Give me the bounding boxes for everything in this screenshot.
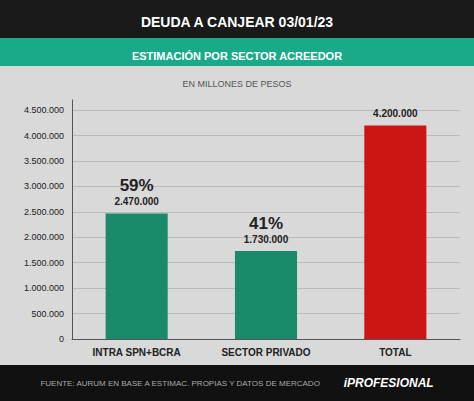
svg-text:DEUDA A CANJEAR 03/01/23: DEUDA A CANJEAR 03/01/23	[141, 14, 333, 30]
svg-text:3.000.000: 3.000.000	[24, 181, 64, 191]
svg-text:INTRA SPN+BCRA: INTRA SPN+BCRA	[93, 347, 181, 358]
svg-text:59%: 59%	[120, 176, 154, 195]
svg-text:2.500.000: 2.500.000	[24, 207, 64, 217]
svg-text:EN MILLONES DE PESOS: EN MILLONES DE PESOS	[182, 79, 291, 89]
svg-text:4.000.000: 4.000.000	[24, 131, 64, 141]
svg-text:4.500.000: 4.500.000	[24, 105, 64, 115]
svg-text:500.000: 500.000	[31, 309, 64, 319]
svg-text:TOTAL: TOTAL	[379, 347, 411, 358]
svg-text:4.200.000: 4.200.000	[373, 108, 418, 119]
svg-text:0: 0	[59, 334, 64, 344]
svg-text:FUENTE: AURUM EN BASE A ESTIMA: FUENTE: AURUM EN BASE A ESTIMAC. PROPIAS…	[40, 379, 319, 388]
svg-text:SECTOR PRIVADO: SECTOR PRIVADO	[221, 347, 310, 358]
svg-text:41%: 41%	[249, 214, 283, 233]
svg-text:3.500.000: 3.500.000	[24, 156, 64, 166]
svg-text:2.470.000: 2.470.000	[114, 196, 159, 207]
svg-text:1.500.000: 1.500.000	[24, 258, 64, 268]
svg-text:2.000.000: 2.000.000	[24, 232, 64, 242]
svg-text:1.730.000: 1.730.000	[244, 234, 289, 245]
svg-text:iPROFESIONAL: iPROFESIONAL	[344, 376, 434, 390]
svg-text:ESTIMACIÓN POR SECTOR ACREEDOR: ESTIMACIÓN POR SECTOR ACREEDOR	[132, 50, 342, 62]
svg-text:1.000.000: 1.000.000	[24, 283, 64, 293]
